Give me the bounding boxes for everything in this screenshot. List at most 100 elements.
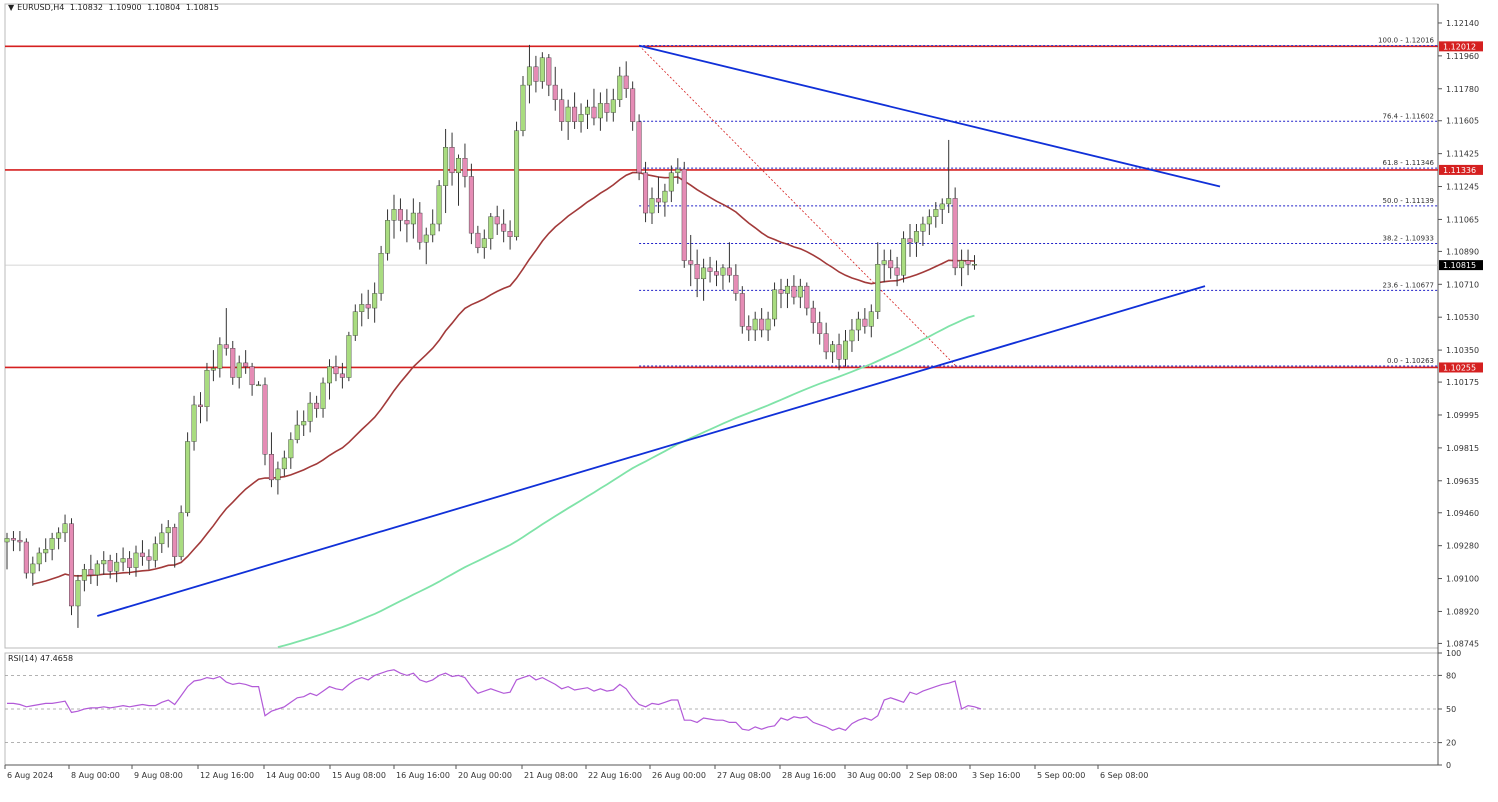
candle-body bbox=[726, 267, 732, 276]
y-tick-label: 1.09635 bbox=[1446, 477, 1479, 486]
candle-body bbox=[468, 176, 474, 234]
candle-body bbox=[488, 216, 494, 239]
candle-body bbox=[365, 304, 371, 309]
y-tick-label: 1.10710 bbox=[1446, 280, 1479, 289]
fib-level-label: 76.4 - 1.11602 bbox=[1382, 112, 1434, 120]
candle-body bbox=[133, 552, 139, 568]
candle-body bbox=[449, 147, 455, 174]
candle-body bbox=[772, 289, 778, 320]
ma-fast-line bbox=[32, 171, 975, 585]
candle-body bbox=[101, 560, 107, 565]
candle-body bbox=[836, 344, 842, 360]
level-price-box bbox=[1439, 362, 1483, 373]
x-tick-label: 9 Aug 08:00 bbox=[134, 771, 183, 780]
current-price-box bbox=[1439, 260, 1483, 271]
level-price-box bbox=[1439, 164, 1483, 175]
candle-body bbox=[585, 106, 591, 115]
close-value: 1.10815 bbox=[185, 3, 219, 12]
x-tick-label: 20 Aug 00:00 bbox=[458, 771, 512, 780]
candle-body bbox=[630, 88, 636, 122]
candle-body bbox=[210, 368, 216, 371]
candle-body bbox=[578, 114, 584, 122]
x-tick-label: 14 Aug 00:00 bbox=[266, 771, 320, 780]
x-tick-label: 12 Aug 16:00 bbox=[200, 771, 254, 780]
candle-body bbox=[217, 344, 223, 369]
candle-body bbox=[881, 260, 887, 265]
candle-body bbox=[404, 220, 410, 225]
candle-body bbox=[894, 267, 900, 276]
candle-body bbox=[810, 307, 816, 323]
high-value: 1.10900 bbox=[108, 3, 142, 12]
candle-body bbox=[875, 264, 881, 312]
y-tick-label: 1.11425 bbox=[1446, 150, 1479, 159]
x-tick-label: 26 Aug 00:00 bbox=[652, 771, 706, 780]
candle-body bbox=[817, 322, 823, 334]
candle-body bbox=[959, 260, 965, 269]
candle-body bbox=[649, 198, 655, 214]
candle-body bbox=[617, 75, 623, 100]
candle-body bbox=[565, 106, 571, 122]
candle-body bbox=[668, 172, 674, 192]
candle-body bbox=[926, 216, 932, 225]
candle-body bbox=[791, 285, 797, 298]
x-tick-label: 21 Aug 08:00 bbox=[524, 771, 578, 780]
candle-body bbox=[385, 220, 391, 254]
candle-body bbox=[262, 384, 268, 455]
candle-body bbox=[907, 238, 913, 243]
candle-body bbox=[804, 285, 810, 309]
rsi-tick-label: 50 bbox=[1446, 705, 1456, 714]
candle-body bbox=[378, 253, 384, 294]
y-tick-label: 1.10175 bbox=[1446, 378, 1479, 387]
y-tick-label: 1.09995 bbox=[1446, 411, 1479, 420]
y-tick-label: 1.11245 bbox=[1446, 183, 1479, 192]
price-pane-border bbox=[4, 3, 1439, 649]
candle-body bbox=[327, 366, 333, 384]
candle-body bbox=[752, 318, 758, 331]
x-tick-label: 8 Aug 00:00 bbox=[71, 771, 120, 780]
y-tick-label: 1.08745 bbox=[1446, 639, 1479, 648]
candle-body bbox=[423, 234, 429, 243]
candle-body bbox=[855, 318, 861, 331]
level-price-label: 1.10255 bbox=[1443, 363, 1476, 372]
candle-body bbox=[75, 580, 81, 607]
fib-level-label: 38.2 - 1.10933 bbox=[1382, 235, 1434, 243]
candle-body bbox=[526, 66, 532, 86]
candle-body bbox=[307, 402, 313, 422]
candle-body bbox=[636, 121, 642, 174]
candle-body bbox=[475, 232, 481, 248]
candle-body bbox=[610, 99, 616, 113]
candle-body bbox=[94, 563, 100, 576]
y-tick-label: 1.09100 bbox=[1446, 575, 1479, 584]
y-tick-label: 1.12140 bbox=[1446, 19, 1479, 28]
x-tick-label: 30 Aug 00:00 bbox=[847, 771, 901, 780]
candle-body bbox=[159, 532, 165, 545]
candle-body bbox=[714, 271, 720, 276]
candle-body bbox=[830, 344, 836, 353]
rsi-tick-label: 0 bbox=[1446, 761, 1451, 770]
candle-body bbox=[172, 527, 178, 557]
candle-body bbox=[572, 106, 578, 122]
candle-body bbox=[127, 558, 133, 568]
candle-body bbox=[533, 66, 539, 82]
y-tick-label: 1.11780 bbox=[1446, 85, 1479, 94]
candle-body bbox=[746, 326, 752, 331]
candle-body bbox=[139, 552, 145, 557]
symbol-label: EURUSD,H4 bbox=[17, 3, 65, 12]
chart-header: ▼ EURUSD,H4 1.10832 1.10900 1.10804 1.108… bbox=[8, 3, 222, 12]
x-tick-label: 27 Aug 08:00 bbox=[717, 771, 771, 780]
current-price-label: 1.10815 bbox=[1443, 261, 1476, 270]
candle-body bbox=[888, 260, 894, 269]
dropdown-arrow-icon[interactable]: ▼ bbox=[8, 3, 15, 12]
candle-body bbox=[933, 209, 939, 217]
candle-body bbox=[514, 130, 520, 237]
candle-body bbox=[662, 190, 668, 203]
candle-body bbox=[623, 75, 629, 89]
candle-body bbox=[965, 260, 971, 265]
candle-body bbox=[288, 439, 294, 459]
candle-body bbox=[843, 340, 849, 360]
y-tick-label: 1.11605 bbox=[1446, 117, 1479, 126]
candle-body bbox=[784, 285, 790, 294]
candle-body bbox=[972, 264, 978, 266]
